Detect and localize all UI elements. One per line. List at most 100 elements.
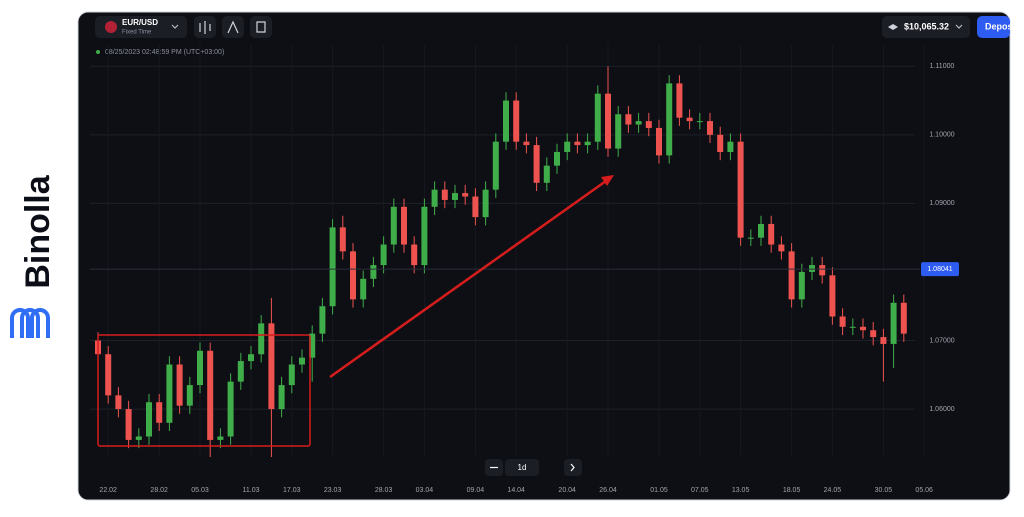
candle-body [523,141,530,146]
candle-body [798,271,805,300]
chevron [171,24,179,29]
candle-body [666,83,673,156]
x-tick-label: 07.05 [691,487,709,494]
y-tick-label: 1.10000 [929,132,954,139]
candle-body [441,189,448,200]
candle-body [105,354,112,396]
candle-body [278,385,285,410]
candle-body [574,141,581,146]
deposit-label: Depos [985,21,1013,31]
candle-body [839,316,846,327]
candle-body [503,100,509,142]
candle-body [625,114,632,125]
candle-body [492,141,499,190]
candle-body [339,227,346,252]
candle-body [452,193,458,200]
x-tick-label: 18.05 [783,487,801,494]
candle-body [156,402,163,423]
toolbar-icons [199,20,266,34]
y-tick-label: 1.06000 [929,406,954,413]
asset-pair: EUR/USD [122,18,158,27]
current-price-label: 1.08041 [927,266,952,273]
live-dot [96,50,100,54]
trend-arrow [329,179,607,379]
timestamp: 08/25/2023 02:48:59 PM (UTC+03:00) [105,49,224,56]
candle-body [513,100,520,142]
candle-body [696,121,703,123]
candle-body [584,141,591,146]
candle-body [554,151,560,166]
x-tick-label: 01.05 [650,487,668,494]
arrow-head [601,175,614,186]
deposit-button[interactable] [977,16,1010,38]
candle-body [237,361,244,382]
x-tick-label: 26.04 [599,487,617,494]
x-tick-label: 30.05 [875,487,893,494]
candle-body [656,127,662,156]
x-tick-label: 20.04 [558,487,576,494]
candle-body [635,121,642,125]
candle-body [472,196,479,218]
candle-body [288,364,295,386]
candle-body [768,223,775,245]
candle-body [737,141,744,238]
candle-body [329,227,336,307]
candle-body [829,275,836,317]
range-box [97,334,311,447]
candle-body [299,357,305,365]
timeframe-selector[interactable] [505,459,539,476]
candle-body [462,193,469,197]
candle-body [819,265,826,276]
x-tick-label: 03.04 [416,487,434,494]
trading-panel [77,11,1011,501]
candle-body [870,330,877,338]
x-tick-label: 28.02 [150,487,168,494]
x-tick-label: 17.03 [283,487,301,494]
candle-body [227,381,234,437]
candle-body [125,409,132,440]
candle-body [370,265,377,279]
y-tick-label: 1.09000 [929,200,954,207]
asset-selector[interactable] [95,16,187,38]
next-button[interactable] [564,459,582,476]
candle-body [135,436,142,440]
candle-body [747,237,754,239]
plot-area: 1.06000 1.07000 1.09000 1.10000 1.11000 22.02… [90,45,959,494]
candle-body [258,323,265,355]
candle-body [809,265,815,272]
candle-body [594,93,601,142]
drawing-button[interactable] [222,16,244,38]
candle-body [207,350,214,440]
candle-body [605,93,611,149]
candle-body [411,244,418,266]
candle-body [543,165,550,183]
chevron-right [570,463,575,472]
candle-body [380,244,387,266]
x-tick-label: 05.06 [915,487,933,494]
timeframe: 1d [518,463,527,472]
candle-body [360,278,367,300]
x-tick-label: 24.05 [824,487,842,494]
x-tick-label: 13.05 [732,487,750,494]
flag-icon [105,21,117,33]
candle-body [788,251,795,300]
balance-selector[interactable] [882,16,970,38]
candle-body [217,436,224,440]
candle-body [115,395,122,410]
x-tick-label: 23.03 [324,487,342,494]
chart-type-button[interactable] [250,16,272,38]
candle-body [686,117,693,122]
candle-body [880,337,887,344]
account-icon [888,24,898,30]
chevron [955,24,963,29]
y-tick-label: 1.07000 [929,337,954,344]
candle-body [401,206,407,245]
candle-body [890,302,897,344]
brand-logo: Binolla [10,174,57,338]
candle-body [431,189,438,207]
candle-body [176,364,183,406]
candle-body [186,385,193,406]
candle-body [309,333,316,358]
x-tick-label: 11.03 [243,487,260,494]
